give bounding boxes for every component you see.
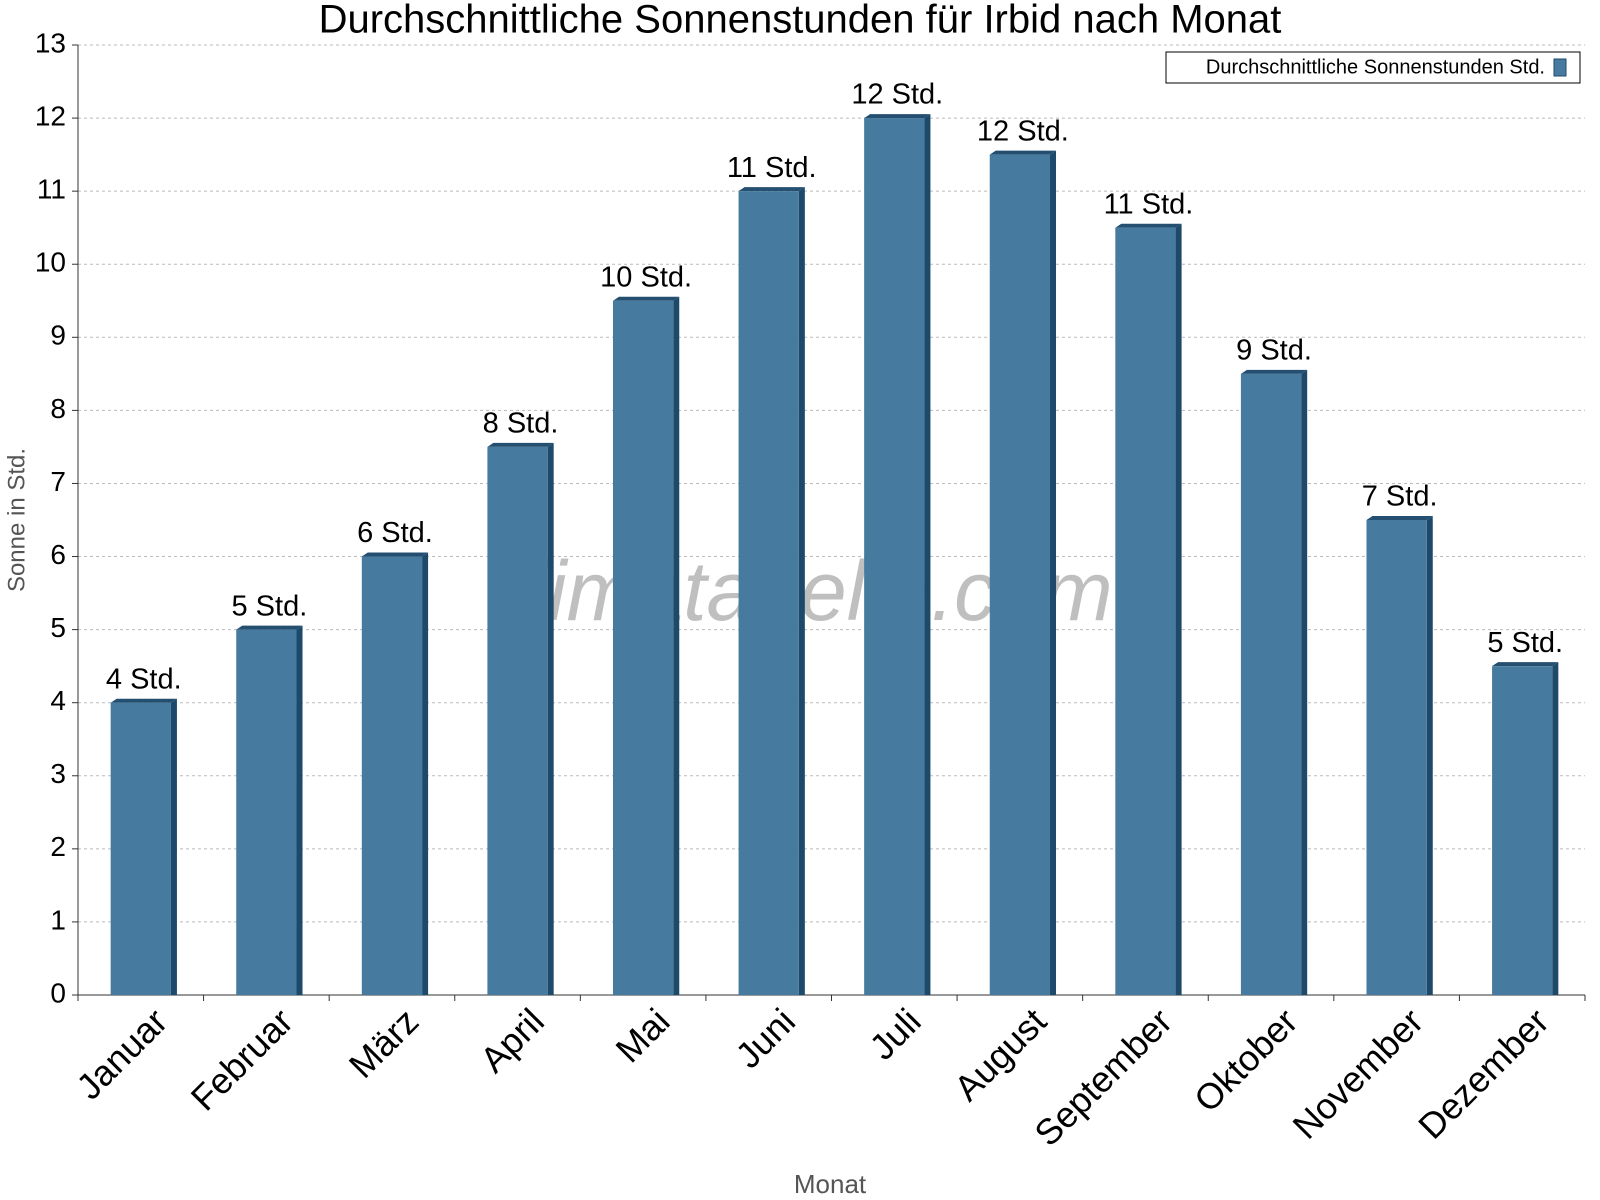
bar	[236, 629, 297, 995]
data-label: 5 Std.	[231, 590, 307, 622]
bar-top	[1115, 223, 1182, 228]
bar	[1492, 666, 1553, 995]
y-tick-label: 5	[50, 612, 66, 643]
plot-background	[78, 44, 1585, 996]
y-tick-label: 3	[50, 758, 66, 789]
bar-side	[1426, 516, 1433, 995]
legend-label: Durchschnittliche Sonnenstunden Std.	[1206, 56, 1545, 78]
data-label: 9 Std.	[1236, 335, 1312, 367]
legend-swatch	[1553, 58, 1567, 77]
x-axis-label: Monat	[794, 1169, 867, 1199]
legend-box	[1165, 51, 1581, 84]
bar-top	[738, 187, 805, 192]
bar	[361, 556, 423, 995]
bar-side	[170, 698, 177, 995]
bar-top	[989, 150, 1057, 155]
y-tick-label: 6	[50, 539, 66, 570]
bar	[738, 191, 799, 996]
data-label: 4 Std.	[106, 663, 182, 695]
x-tick-label: März	[341, 1000, 427, 1086]
y-tick-label: 10	[35, 247, 66, 278]
x-tick-label: Februar	[183, 1000, 301, 1118]
bar	[864, 118, 925, 996]
y-tick-label: 9	[50, 320, 66, 351]
bar-side	[798, 187, 805, 996]
bar	[110, 702, 171, 995]
bar-side	[547, 442, 554, 995]
bar	[1115, 227, 1176, 995]
y-tick-label: 7	[50, 466, 66, 497]
data-label: 12 Std.	[977, 115, 1069, 147]
y-tick-label: 0	[50, 977, 66, 1008]
bar-top	[1240, 369, 1308, 374]
bar	[1366, 520, 1427, 995]
x-tick-label: September	[1026, 1000, 1180, 1154]
y-axis-label: Sonne in Std.	[3, 448, 30, 592]
bar-top	[110, 698, 177, 703]
x-tick-label: April	[472, 1000, 552, 1080]
data-label: 11 Std.	[1104, 188, 1194, 220]
data-label: 8 Std.	[483, 408, 559, 440]
x-tick-label: Oktober	[1186, 1000, 1306, 1120]
bar-top	[487, 442, 554, 447]
y-tick-label: 12	[35, 100, 66, 131]
y-tick-label: 1	[50, 904, 66, 935]
x-tick-label: August	[946, 1000, 1054, 1108]
y-tick-label: 11	[37, 174, 66, 205]
bar-side	[1175, 223, 1182, 995]
bar-top	[864, 114, 931, 119]
bar-side	[673, 296, 680, 995]
bar-side	[1301, 369, 1308, 995]
data-label: 6 Std.	[357, 517, 433, 549]
bar-top	[1492, 662, 1559, 667]
y-tick-label: 13	[35, 27, 66, 58]
bar-top	[612, 296, 680, 301]
bar-top	[1366, 516, 1433, 520]
data-label: 10 Std.	[600, 261, 692, 293]
y-tick-label: 8	[50, 393, 66, 424]
x-tick-label: Januar	[68, 1000, 175, 1107]
bar	[1240, 373, 1302, 995]
bar-side	[924, 114, 931, 996]
data-label: 5 Std.	[1487, 627, 1563, 659]
bar-side	[1552, 662, 1559, 995]
data-label: 12 Std.	[851, 79, 943, 111]
legend: Durchschnittliche Sonnenstunden Std.	[1165, 51, 1581, 84]
data-label: 7 Std.	[1362, 481, 1438, 513]
bar	[612, 300, 674, 995]
x-tick-label: Juli	[861, 1000, 928, 1067]
bar-top	[361, 552, 429, 557]
bar	[989, 154, 1051, 996]
y-tick-label: 2	[50, 831, 66, 862]
x-tick-label: Dezember	[1410, 1000, 1556, 1146]
chart-title: Durchschnittliche Sonnenstunden für Irbi…	[319, 0, 1282, 42]
bar-side	[1050, 150, 1057, 996]
y-tick-label: 4	[50, 685, 66, 716]
x-tick-label: November	[1285, 1000, 1431, 1146]
bar-side	[296, 625, 303, 995]
x-tick-label: Mai	[607, 1000, 677, 1070]
bar	[487, 446, 548, 995]
bar-side	[422, 552, 429, 995]
data-label: 11 Std.	[727, 152, 817, 184]
x-tick-label: Juni	[727, 1000, 803, 1076]
bar-top	[236, 625, 303, 630]
